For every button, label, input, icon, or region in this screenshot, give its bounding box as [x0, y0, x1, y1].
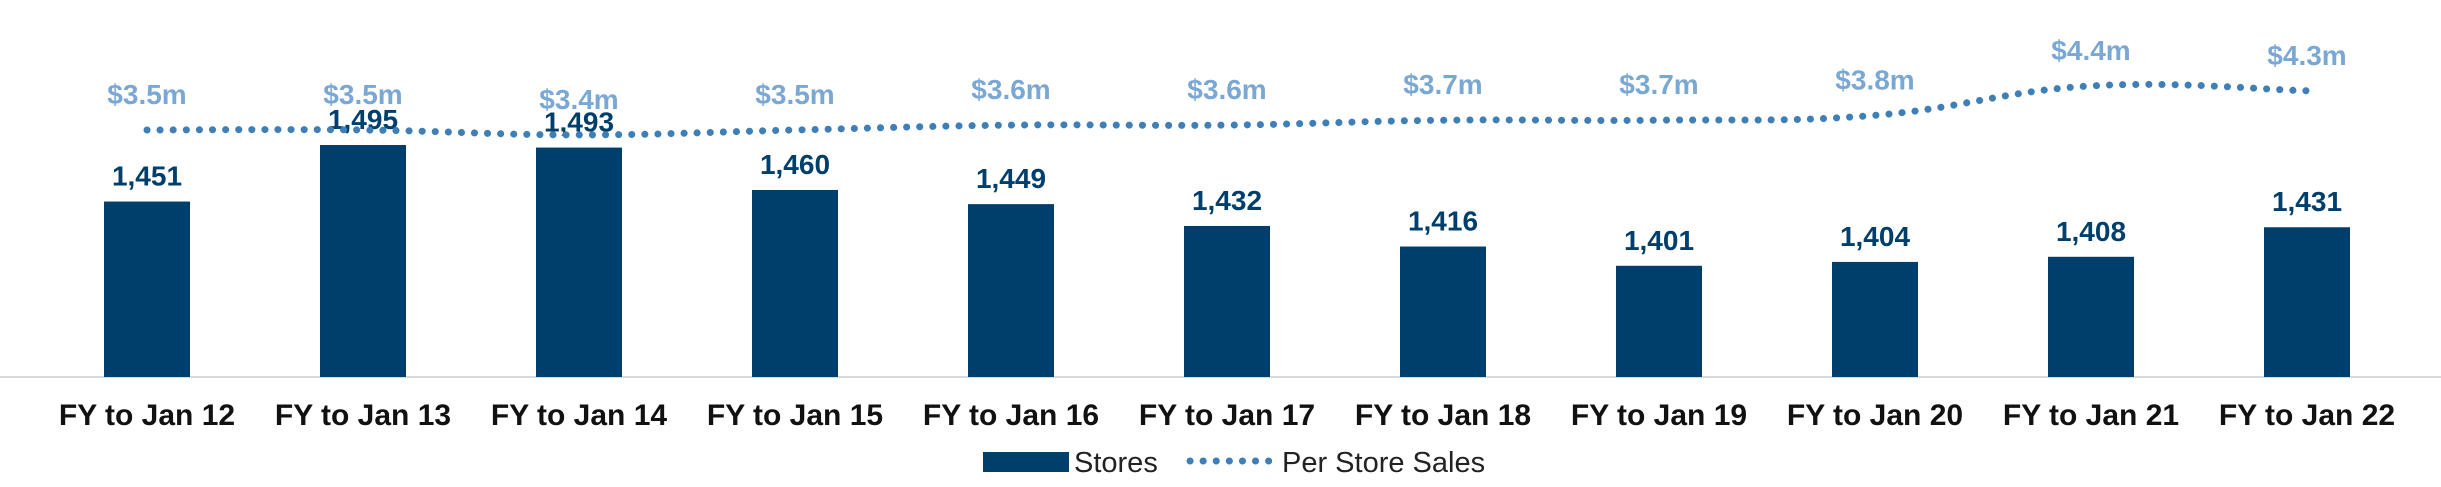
x-tick-label: FY to Jan 21 — [2003, 399, 2179, 432]
data-label-stores: 1,451 — [112, 161, 182, 192]
x-tick-label: FY to Jan 19 — [1571, 399, 1747, 432]
bar-stores — [320, 145, 406, 377]
bar-stores — [2048, 256, 2134, 377]
bar-stores — [1184, 225, 1270, 377]
data-label-per-store-sales: $3.5m — [107, 79, 186, 110]
x-tick-label: FY to Jan 22 — [2219, 399, 2395, 432]
bars-group — [104, 145, 2350, 377]
bar-stores — [1400, 246, 1486, 377]
bar-stores — [536, 147, 622, 377]
data-label-stores: 1,408 — [2056, 216, 2126, 247]
x-tick-label: FY to Jan 14 — [491, 399, 667, 432]
bar-stores — [2264, 227, 2350, 377]
legend-swatch-stores — [983, 452, 1069, 472]
bar-stores — [104, 201, 190, 377]
data-label-per-store-sales: $3.6m — [1187, 74, 1266, 105]
data-label-per-store-sales: $3.7m — [1403, 69, 1482, 100]
data-label-per-store-sales: $3.5m — [323, 79, 402, 110]
data-label-stores: 1,416 — [1408, 206, 1478, 237]
data-label-per-store-sales: $3.4m — [539, 84, 618, 115]
data-label-per-store-sales: $3.6m — [971, 74, 1050, 105]
data-label-stores: 1,404 — [1840, 221, 1910, 252]
x-tick-labels-group: FY to Jan 12 FY to Jan 13 FY to Jan 14 FY t… — [59, 399, 2395, 432]
data-label-per-store-sales: $3.8m — [1835, 64, 1914, 95]
legend-label-per-store-sales: Per Store Sales — [1282, 447, 1485, 479]
data-label-stores: 1,401 — [1624, 225, 1694, 256]
data-label-stores: 1,460 — [760, 149, 830, 180]
legend-label-stores: Stores — [1074, 447, 1158, 479]
x-tick-label: FY to Jan 20 — [1787, 399, 1963, 432]
legend: Stores Per Store Sales — [983, 447, 1485, 479]
x-tick-label: FY to Jan 15 — [707, 399, 883, 432]
x-tick-label: FY to Jan 12 — [59, 399, 235, 432]
data-label-stores: 1,431 — [2272, 186, 2342, 217]
bar-stores — [968, 204, 1054, 377]
data-label-per-store-sales: $3.7m — [1619, 69, 1698, 100]
bar-stores — [752, 189, 838, 377]
data-label-per-store-sales: $4.4m — [2051, 35, 2130, 66]
data-label-per-store-sales: $4.3m — [2267, 40, 2346, 71]
bar-stores — [1616, 265, 1702, 377]
data-label-per-store-sales: $3.5m — [755, 79, 834, 110]
x-tick-label: FY to Jan 16 — [923, 399, 1099, 432]
x-tick-label: FY to Jan 13 — [275, 399, 451, 432]
bar-stores — [1832, 261, 1918, 377]
data-label-stores: 1,432 — [1192, 185, 1262, 216]
x-tick-label: FY to Jan 18 — [1355, 399, 1531, 432]
x-tick-label: FY to Jan 17 — [1139, 399, 1315, 432]
data-label-stores: 1,449 — [976, 163, 1046, 194]
line-labels-group: $3.5m $3.5m $3.4m $3.5m $3.6m $3.6m $3.7m $3.7m… — [107, 35, 2346, 115]
